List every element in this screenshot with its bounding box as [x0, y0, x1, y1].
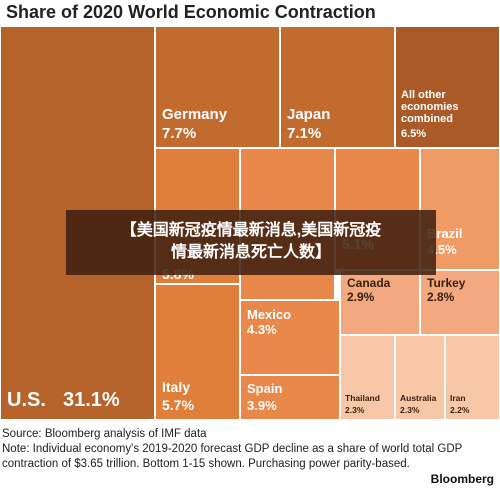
block: Mexico 4.3%	[240, 300, 340, 375]
category-label: Spain	[247, 380, 283, 396]
block: Spain 3.9%	[240, 375, 340, 420]
block: Japan 7.1%	[280, 26, 395, 148]
block: Australia 2.3%	[395, 335, 445, 420]
value-label: 2.3%	[400, 405, 420, 415]
value-label: 3.9%	[247, 397, 277, 413]
brand: Bloomberg	[430, 472, 494, 486]
block: Iran 2.2%	[445, 335, 500, 420]
category-label: Mexico	[247, 307, 292, 322]
banner-line: 情最新消息死亡人数】	[170, 244, 331, 261]
value-label: 31.1%	[63, 389, 120, 411]
value-label: 7.7%	[162, 125, 197, 142]
value-label: 2.8%	[427, 290, 455, 304]
value-label: 2.3%	[345, 405, 365, 415]
category-label: Italy	[162, 378, 191, 395]
category-label: Iran	[450, 393, 466, 403]
source: Source: Bloomberg analysis of IMF data	[2, 428, 207, 440]
chart-title: Share of 2020 World Economic Contraction	[6, 2, 376, 22]
category-label: Australia	[400, 393, 437, 403]
banner: 【美国新冠疫情最新消息,美国新冠疫 情最新消息死亡人数】	[66, 210, 436, 275]
category-label: All other economies combined	[401, 89, 459, 126]
block: Italy 5.7%	[155, 284, 240, 420]
banner-line: 【美国新冠疫情最新消息,美国新冠疫	[120, 222, 382, 239]
value-label: 2.9%	[347, 290, 375, 304]
block: All other economies combined 6.5%	[395, 26, 500, 148]
category-label: Thailand	[345, 393, 380, 403]
note: Note: Individual economy's 2019-2020 for…	[2, 443, 463, 470]
block: Canada 2.9%	[340, 270, 420, 335]
category-label: U.S.	[7, 389, 46, 411]
category-label: Canada	[347, 276, 391, 290]
category-label: Germany	[162, 106, 228, 123]
category-label: Japan	[287, 106, 331, 123]
value-label: 4.3%	[247, 322, 277, 337]
block: Turkey 2.8%	[420, 270, 500, 335]
value-label: 7.1%	[287, 125, 322, 142]
block: Thailand 2.3%	[340, 335, 395, 420]
value-label: 6.5%	[401, 128, 427, 140]
value-label: 5.7%	[162, 396, 194, 413]
block: Germany 7.7%	[155, 26, 280, 148]
category-label: Turkey	[427, 276, 466, 290]
value-label: 2.2%	[450, 405, 470, 415]
